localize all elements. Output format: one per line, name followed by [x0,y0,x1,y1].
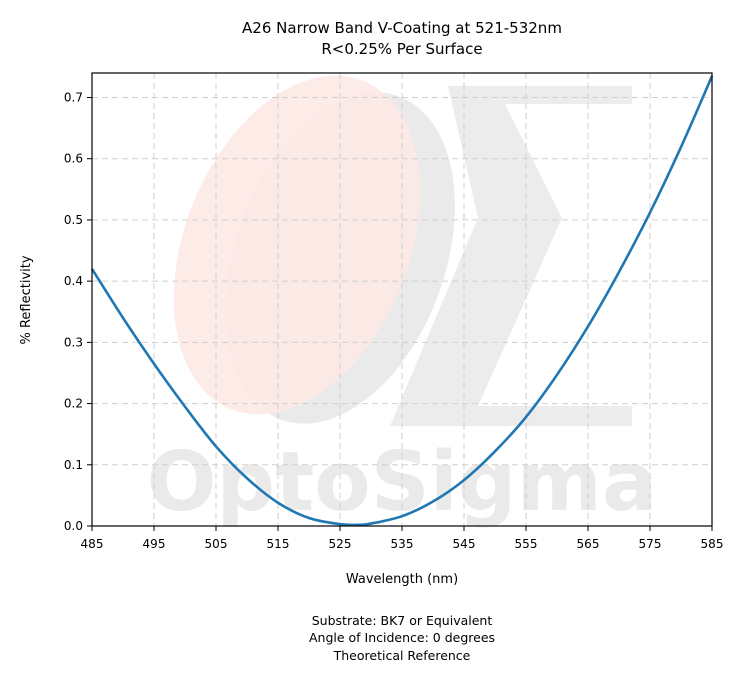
chart-subtitle: R<0.25% Per Surface [321,40,483,58]
x-tick-label: 495 [143,537,166,551]
watermark-lens [173,75,421,415]
y-tick-label: 0.3 [64,335,83,349]
watermark-sigma-icon [390,86,632,426]
x-tick-label: 555 [515,537,538,551]
y-tick-label: 0.0 [64,519,83,533]
reflectivity-curve [90,75,714,527]
y-tick-label: 0.1 [64,458,83,472]
x-tick-label: 585 [701,537,724,551]
footnote-angle: Angle of Incidence: 0 degrees [308,630,496,645]
y-tick-label: 0.5 [64,213,83,227]
y-axis-label: % Reflectivity [19,255,34,344]
y-tick-label: 0.2 [64,397,83,411]
optosigma-watermark: OptoSigma [147,75,657,530]
x-tick-label: 525 [329,537,352,551]
x-tick-label: 575 [639,537,662,551]
footnote-reference: Theoretical Reference [333,648,471,663]
chart-title: A26 Narrow Band V-Coating at 521-532nm [242,19,562,37]
x-tick-label: 505 [205,537,228,551]
x-tick-label: 485 [81,537,104,551]
x-tick-label: 535 [391,537,414,551]
footnote-substrate: Substrate: BK7 or Equivalent [311,613,493,628]
y-tick-label: 0.4 [64,274,83,288]
y-tick-label: 0.6 [64,152,83,166]
x-axis-label: Wavelength (nm) [346,572,458,587]
y-tick-label: 0.7 [64,90,83,104]
x-tick-label: 545 [453,537,476,551]
x-tick-label: 515 [267,537,290,551]
x-tick-label: 565 [577,537,600,551]
